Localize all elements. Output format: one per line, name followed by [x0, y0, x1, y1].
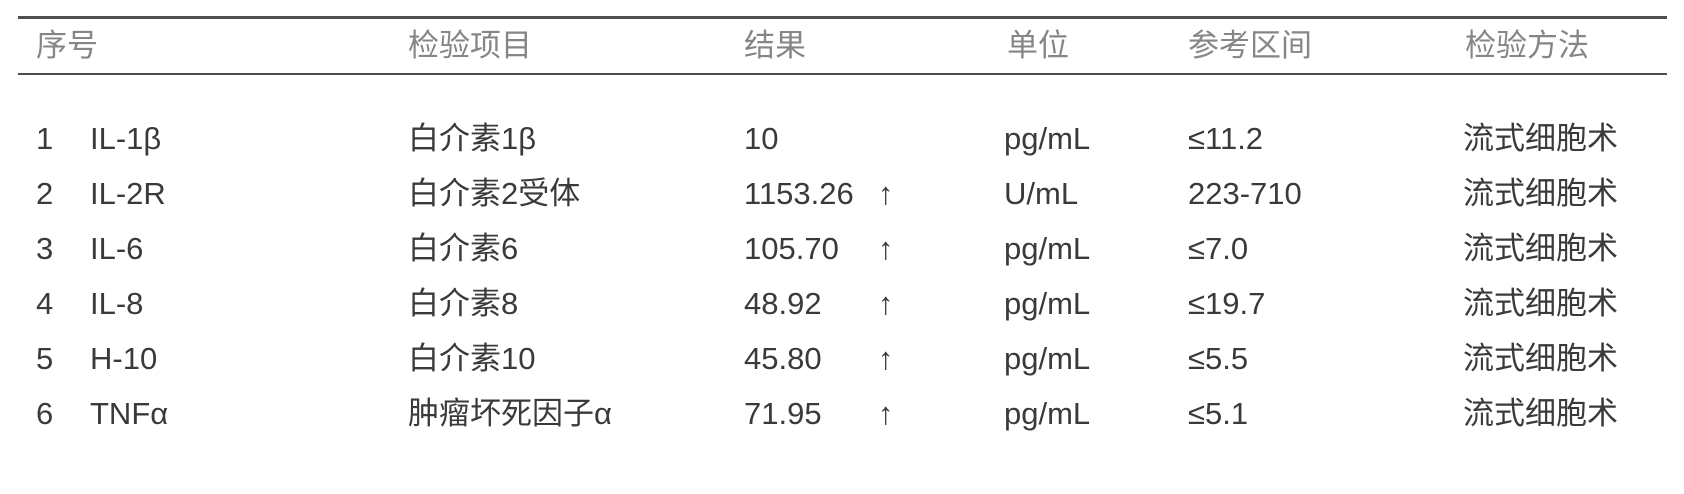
- result-cell: 105.70: [744, 231, 839, 266]
- range-cell: ≤19.7: [1188, 286, 1266, 321]
- table-row: 6 TNFα 肿瘤坏死因子α 71.95 ↑ pg/mL ≤5.1 流式细胞术: [0, 391, 1684, 437]
- seq-cell: 3: [36, 231, 54, 266]
- seq-cell: 2: [36, 176, 54, 211]
- table-row: 4 IL-8 白介素8 48.92 ↑ pg/mL ≤19.7 流式细胞术: [0, 281, 1684, 327]
- range-cell: ≤7.0: [1188, 231, 1249, 266]
- header-range: 参考区间: [1188, 28, 1312, 63]
- range-cell: 223-710: [1188, 176, 1302, 211]
- method-cell: 流式细胞术: [1463, 121, 1618, 156]
- code-cell: IL-2R: [90, 176, 166, 211]
- header-item: 检验项目: [408, 28, 532, 63]
- result-cell: 48.92: [744, 286, 822, 321]
- range-cell: ≤5.1: [1188, 396, 1249, 431]
- name-cell: 白介素6: [408, 231, 519, 266]
- range-cell: ≤5.5: [1188, 341, 1249, 376]
- unit-cell: pg/mL: [1004, 341, 1091, 376]
- code-cell: H-10: [90, 341, 158, 376]
- up-arrow-icon: ↑: [878, 231, 894, 266]
- method-cell: 流式细胞术: [1463, 231, 1618, 266]
- up-arrow-icon: ↑: [878, 286, 894, 321]
- table-top-rule: [18, 16, 1667, 19]
- seq-cell: 6: [36, 396, 54, 431]
- result-cell: 45.80: [744, 341, 822, 376]
- table-row: 2 IL-2R 白介素2受体 1153.26 ↑ U/mL 223-710 流式…: [0, 171, 1684, 217]
- up-arrow-icon: ↑: [878, 176, 894, 211]
- result-cell: 10: [744, 121, 779, 156]
- result-cell: 71.95: [744, 396, 822, 431]
- table-row: 5 H-10 白介素10 45.80 ↑ pg/mL ≤5.5 流式细胞术: [0, 336, 1684, 382]
- table-header-rule: [18, 73, 1667, 75]
- unit-cell: pg/mL: [1004, 121, 1091, 156]
- method-cell: 流式细胞术: [1463, 396, 1618, 431]
- method-cell: 流式细胞术: [1463, 176, 1618, 211]
- result-cell: 1153.26: [744, 176, 854, 211]
- unit-cell: U/mL: [1004, 176, 1079, 211]
- code-cell: IL-1β: [90, 121, 162, 156]
- unit-cell: pg/mL: [1004, 231, 1091, 266]
- header-unit: 单位: [1007, 28, 1069, 63]
- name-cell: 白介素1β: [408, 121, 537, 156]
- table-row: 1 IL-1β 白介素1β 10 pg/mL ≤11.2 流式细胞术: [0, 116, 1684, 162]
- table-row: 3 IL-6 白介素6 105.70 ↑ pg/mL ≤7.0 流式细胞术: [0, 226, 1684, 272]
- name-cell: 肿瘤坏死因子α: [408, 396, 612, 431]
- unit-cell: pg/mL: [1004, 396, 1091, 431]
- name-cell: 白介素10: [408, 341, 536, 376]
- header-result: 结果: [744, 28, 806, 63]
- table-header-row: 序号 检验项目 结果 单位 参考区间 检验方法: [0, 23, 1684, 69]
- code-cell: IL-6: [90, 231, 144, 266]
- header-method: 检验方法: [1465, 28, 1589, 63]
- method-cell: 流式细胞术: [1463, 341, 1618, 376]
- up-arrow-icon: ↑: [878, 341, 894, 376]
- unit-cell: pg/mL: [1004, 286, 1091, 321]
- code-cell: IL-8: [90, 286, 144, 321]
- seq-cell: 5: [36, 341, 54, 376]
- seq-cell: 4: [36, 286, 54, 321]
- name-cell: 白介素8: [408, 286, 519, 321]
- header-seq: 序号: [36, 28, 98, 63]
- seq-cell: 1: [36, 121, 54, 156]
- code-cell: TNFα: [90, 396, 169, 431]
- range-cell: ≤11.2: [1188, 121, 1264, 156]
- up-arrow-icon: ↑: [878, 396, 894, 431]
- method-cell: 流式细胞术: [1463, 286, 1618, 321]
- name-cell: 白介素2受体: [408, 176, 581, 211]
